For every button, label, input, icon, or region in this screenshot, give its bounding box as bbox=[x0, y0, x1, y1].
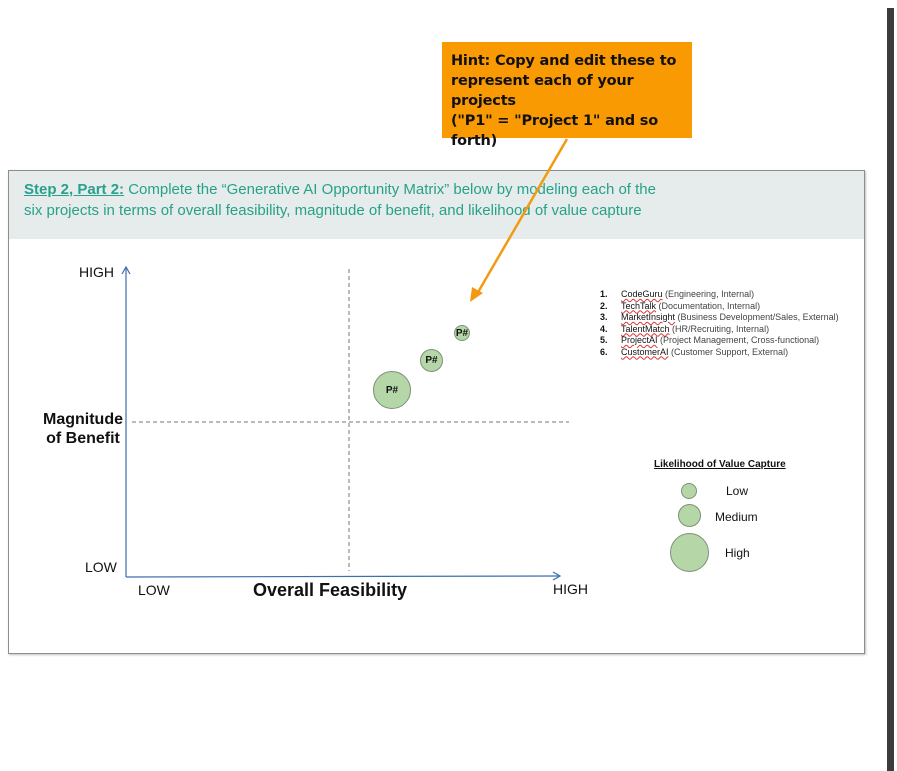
step-label: Step 2, Part 2: bbox=[24, 181, 125, 198]
project-list-item: 4. TalentMatch (HR/Recruiting, Internal) bbox=[600, 323, 770, 334]
vertical-scrollbar[interactable] bbox=[887, 8, 894, 771]
legend-bubble-high bbox=[670, 533, 709, 572]
project-bubble-large[interactable]: P# bbox=[373, 371, 411, 409]
y-axis-title: Magnitude of Benefit bbox=[43, 411, 123, 447]
hint-line-3: ("P1" = "Project 1" and so forth) bbox=[451, 113, 658, 149]
x-axis-low-label: LOW bbox=[138, 582, 170, 598]
legend-label-medium: Medium bbox=[715, 510, 758, 524]
legend-bubble-medium bbox=[678, 504, 701, 527]
legend-label-high: High bbox=[725, 546, 750, 560]
x-axis-arrowhead bbox=[552, 571, 562, 581]
y-axis-arrowhead bbox=[121, 265, 131, 275]
x-axis-high-label: HIGH bbox=[553, 581, 588, 597]
project-list: 1. CodeGuru (Engineering, Internal) 2. Tec… bbox=[600, 289, 840, 358]
project-list-item: 5. ProjectAI (Project Management, Cross-f… bbox=[600, 335, 820, 345]
matrix-axes bbox=[121, 265, 569, 581]
project-list-item: 1. CodeGuru (Engineering, Internal) bbox=[600, 289, 755, 299]
legend-label-low: Low bbox=[726, 484, 749, 498]
y-axis-low-label: LOW bbox=[85, 559, 117, 575]
x-axis-line bbox=[125, 575, 560, 578]
legend-bubble-low bbox=[681, 483, 697, 499]
y-axis-high-label: HIGH bbox=[79, 264, 114, 280]
project-list-item: 2. TechTalk (Documentation, Internal) bbox=[600, 300, 761, 311]
project-bubble-small[interactable]: P# bbox=[454, 325, 470, 341]
project-bubble-medium[interactable]: P# bbox=[420, 349, 443, 372]
legend-title: Likelihood of Value Capture bbox=[654, 459, 786, 470]
hint-callout[interactable]: Hint: Copy and edit these to represent e… bbox=[442, 42, 692, 149]
opportunity-matrix-slide: Step 2, Part 2: Complete the “Generative… bbox=[8, 170, 865, 654]
project-list-item: 6. CustomerAI (Customer Support, External… bbox=[600, 346, 789, 357]
hint-line-2: represent each of your projects bbox=[451, 73, 634, 109]
x-axis-title: Overall Feasibility bbox=[253, 580, 408, 600]
project-list-item: 3. MarketInsight (Business Development/Sa… bbox=[600, 312, 839, 322]
hint-line-1: Hint: Copy and edit these to bbox=[451, 53, 677, 69]
